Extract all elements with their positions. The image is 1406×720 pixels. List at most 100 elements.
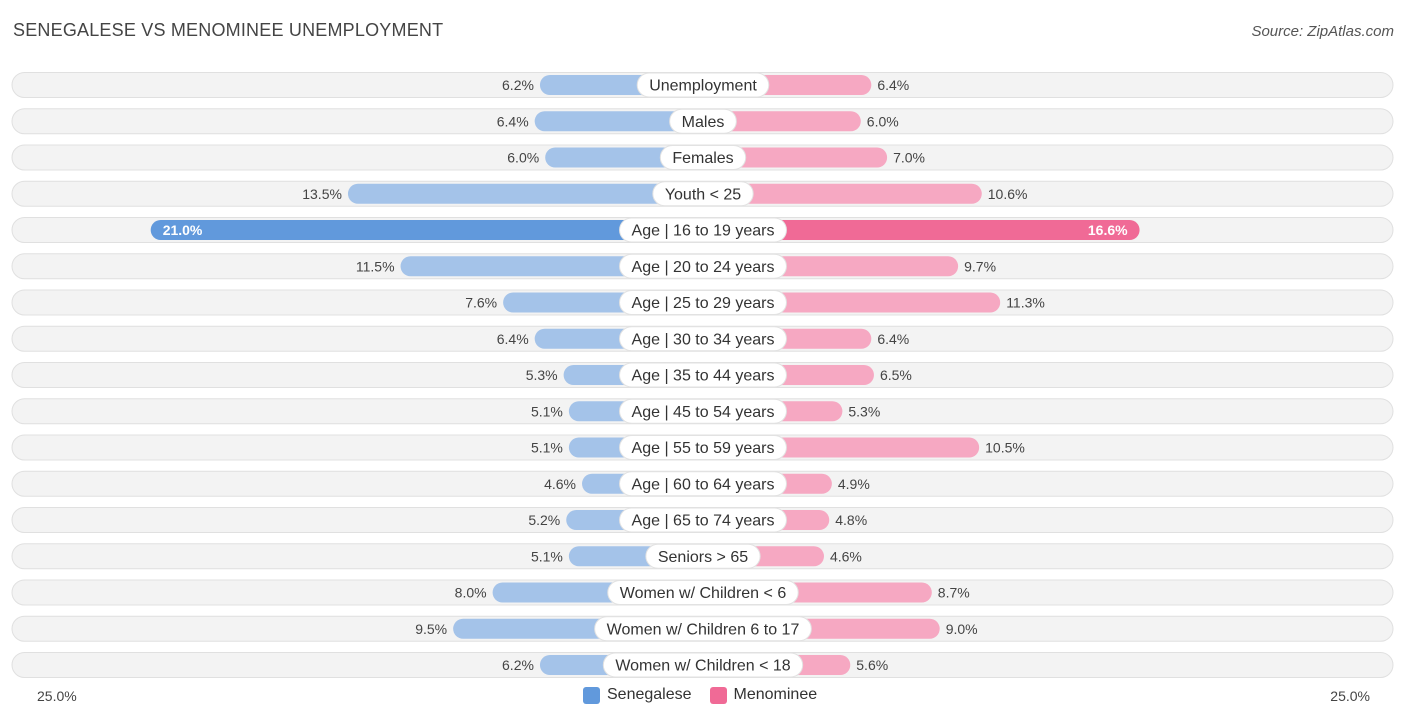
row-age-25-to-29-years: Age | 25 to 29 years 7.6% 11.3% [11,289,1394,316]
category-label: Age | 35 to 44 years [632,368,775,385]
value-label-senegalese: 7.6% [465,295,497,311]
category-pill [619,362,787,388]
row-age-65-to-74-years: Age | 65 to 74 years 5.2% 4.8% [11,507,1394,533]
category-pill [619,253,787,279]
value-label-senegalese: 9.5% [415,621,447,637]
value-label-senegalese: 6.4% [497,113,529,129]
value-label-senegalese: 6.0% [507,150,539,166]
bar-menominee-youth-25[interactable] [703,183,982,204]
category-label: Females [672,150,733,167]
bar-menominee-females[interactable] [703,147,888,168]
value-label-menominee: 6.4% [877,331,909,347]
row-unemployment: Unemployment 6.2% 6.4% [11,72,1394,98]
category-label: Age | 60 to 64 years [632,476,775,493]
category-pill [619,326,787,352]
category-pill [594,616,812,642]
category-pill [619,398,787,424]
category-label: Seniors > 65 [658,549,748,566]
value-label-menominee: 7.0% [893,150,925,166]
category-pill [645,543,761,569]
bar-menominee-age-16-to-19-years[interactable] [703,220,1140,240]
row-age-55-to-59-years: Age | 55 to 59 years 5.1% 10.5% [11,434,1394,461]
category-label: Age | 16 to 19 years [632,223,775,240]
value-label-senegalese: 6.4% [497,331,529,347]
category-label: Unemployment [649,78,757,95]
legend-swatch-menominee [709,686,727,704]
category-pill [619,217,787,243]
value-label-menominee: 4.9% [838,476,870,492]
row-youth-25: Youth < 25 13.5% 10.6% [11,180,1394,207]
row-women-w-children-18: Women w/ Children < 18 6.2% 5.6% [11,652,1394,678]
chart-title: SENEGALESE VS MENOMINEE UNEMPLOYMENT [13,20,444,40]
row-age-35-to-44-years: Age | 35 to 44 years 5.3% 6.5% [11,362,1394,388]
value-label-menominee: 8.7% [938,585,970,601]
value-label-senegalese: 4.6% [544,476,576,492]
category-label: Age | 30 to 34 years [632,331,775,348]
axis-left-label: 25.0% [37,688,77,704]
value-label-senegalese: 6.2% [502,77,534,93]
category-label: Age | 25 to 29 years [632,295,775,312]
row-age-16-to-19-years: Age | 16 to 19 years 21.0% 16.6% [11,217,1394,243]
category-label: Age | 65 to 74 years [632,513,775,530]
category-label: Males [682,114,725,131]
row-age-30-to-34-years: Age | 30 to 34 years 6.4% 6.4% [11,325,1394,352]
row-males: Males 6.4% 6.0% [11,108,1394,135]
row-females: Females 6.0% 7.0% [11,144,1394,171]
value-label-senegalese: 5.1% [531,403,563,419]
category-pill [659,145,747,170]
legend-label-menominee: Menominee [733,686,818,703]
category-pill [619,507,787,533]
category-pill [619,435,787,460]
bar-senegalese-age-16-to-19-years[interactable] [150,220,703,240]
value-label-menominee: 4.8% [835,512,867,528]
value-label-menominee: 16.6% [1088,222,1128,238]
value-label-menominee: 4.6% [830,548,862,564]
bar-menominee-males[interactable] [703,111,861,132]
category-label: Age | 45 to 54 years [632,404,775,421]
value-label-senegalese: 5.1% [531,548,563,564]
value-label-menominee: 5.6% [856,657,888,673]
value-label-menominee: 6.0% [867,113,899,129]
source-label: Source: ZipAtlas.com [1251,23,1394,40]
row-age-45-to-54-years: Age | 45 to 54 years 5.1% 5.3% [11,398,1394,425]
value-label-senegalese: 5.1% [531,440,563,456]
category-label: Youth < 25 [665,186,741,203]
category-pill [636,72,770,98]
category-pill [602,652,804,678]
value-label-senegalese: 13.5% [302,186,342,202]
value-label-senegalese: 5.2% [528,512,560,528]
value-label-menominee: 6.4% [877,77,909,93]
category-pill [619,290,787,315]
legend-item-menominee[interactable]: Menominee [709,686,818,704]
value-label-senegalese: 11.5% [356,258,395,274]
value-label-senegalese: 21.0% [163,222,203,238]
value-label-senegalese: 5.3% [526,367,558,383]
value-label-menominee: 11.3% [1006,295,1045,311]
row-women-w-children-6: Women w/ Children < 6 8.0% 8.7% [11,579,1394,606]
row-women-w-children-6-to-17: Women w/ Children 6 to 17 9.5% 9.0% [11,615,1394,642]
category-label: Age | 55 to 59 years [632,440,775,457]
bar-senegalese-youth-25[interactable] [347,183,703,204]
legend: Senegalese Menominee [583,686,835,704]
bar-senegalese-males[interactable] [534,111,703,132]
legend-swatch-senegalese [583,686,600,704]
legend-item-senegalese[interactable]: Senegalese [583,686,692,704]
category-pill [669,108,737,134]
value-label-menominee: 10.6% [988,186,1028,202]
value-label-menominee: 10.5% [985,440,1025,456]
value-label-senegalese: 8.0% [455,585,487,601]
value-label-menominee: 6.5% [880,367,912,383]
value-label-menominee: 9.0% [946,621,978,637]
value-label-menominee: 5.3% [848,403,880,419]
row-seniors-65: Seniors > 65 5.1% 4.6% [11,543,1394,570]
category-label: Women w/ Children < 6 [620,585,787,602]
legend-label-senegalese: Senegalese [607,686,692,703]
category-label: Women w/ Children 6 to 17 [607,621,800,638]
row-age-60-to-64-years: Age | 60 to 64 years 4.6% 4.9% [11,470,1394,497]
value-label-menominee: 9.7% [964,258,996,274]
axis-right-label: 25.0% [1330,688,1370,704]
category-pill [607,580,799,605]
category-pill [619,471,787,497]
category-pill [652,181,754,207]
